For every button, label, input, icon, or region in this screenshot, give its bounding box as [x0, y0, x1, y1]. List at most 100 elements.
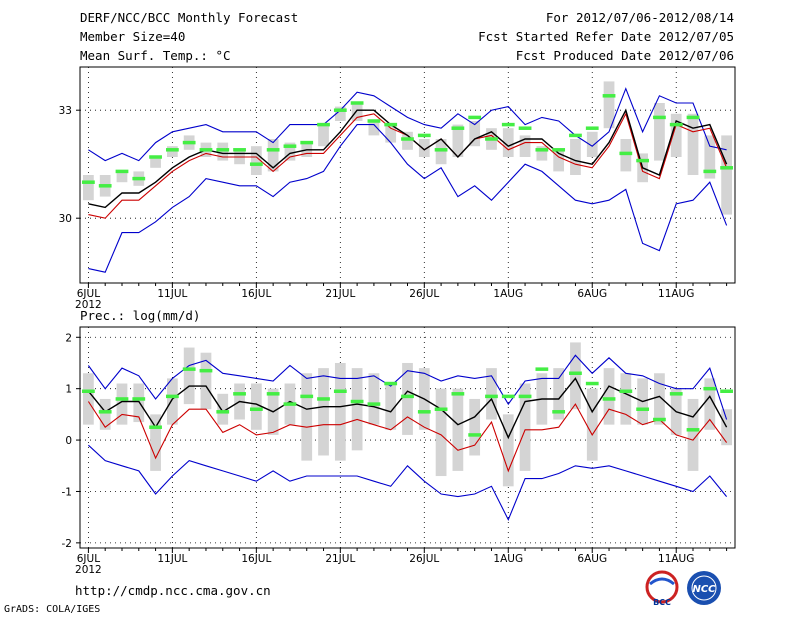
temp-spread-box: [721, 135, 732, 215]
precip-spread-box: [502, 414, 514, 487]
precip-spread-box: [469, 398, 481, 456]
member-size: Member Size=40: [80, 29, 186, 44]
temp-spread-box: [334, 106, 346, 121]
precip-x-tick-label: 6JUL: [77, 553, 100, 565]
precip-spread-box: [116, 383, 128, 425]
temp-spread-box: [586, 131, 598, 157]
precip-x-tick-label: 21JUL: [325, 553, 355, 565]
temp-spread-box: [536, 146, 548, 161]
precip-spread-box: [553, 368, 565, 420]
precip-spread-box: [368, 373, 380, 425]
temp-spread-box: [418, 139, 430, 157]
precip-y-tick-label: -1: [62, 486, 72, 498]
temp-x-tick-label: 16JUL: [241, 288, 271, 300]
temp-x-tick-label: 6JUL: [77, 288, 100, 300]
precip-x-tick-label: 1AUG: [493, 553, 523, 565]
bcc-logo-text: BCC: [653, 598, 671, 607]
precip-spread-box: [704, 378, 716, 430]
temp-spread-box: [654, 103, 665, 161]
temp-spread-box: [402, 131, 413, 150]
precip-spread-box: [385, 383, 397, 430]
precip-spread-box: [402, 362, 413, 435]
temp-spread-box: [435, 139, 447, 165]
precip-spread-box: [519, 383, 531, 471]
temp-spread-box: [469, 121, 481, 147]
temp-spread-box: [318, 124, 329, 147]
precip-line-observed: [87, 401, 728, 473]
ncc-logo-text: NCC: [692, 584, 716, 595]
forecast-period: For 2012/07/06-2012/08/14: [545, 10, 734, 25]
precip-x-tick-label: 16JUL: [241, 553, 271, 565]
temp-line-ensemble-mean: [88, 108, 728, 209]
temp-spread-box: [83, 175, 94, 201]
temp-x-tick-label: 6AUG: [577, 288, 607, 300]
precip-x-year-label: 2012: [75, 564, 102, 576]
precip-y-tick-label: 1: [65, 384, 72, 396]
variable-label: Mean Surf. Temp.: °C: [80, 48, 231, 63]
temp-x-tick-label: 1AUG: [493, 288, 523, 300]
chart-title: DERF/NCC/BCC Monthly Forecast: [80, 10, 299, 25]
precip-spread-box: [334, 362, 346, 461]
temp-line-ensemble-max: [88, 87, 727, 162]
precip-spread-box: [133, 383, 145, 423]
precip-spread-box: [99, 398, 111, 430]
temp-spread-box: [284, 142, 296, 161]
temp-spread-box: [519, 135, 531, 157]
precip-title: Prec.: log(mm/d): [80, 308, 201, 323]
source-url[interactable]: http://cmdp.ncc.cma.gov.cn: [75, 583, 271, 598]
precip-frame: [79, 326, 736, 549]
precip-spread-box: [586, 388, 598, 461]
forecast-produced-date: Fcst Produced Date 2012/07/06: [515, 48, 734, 63]
temp-frame: [79, 66, 736, 284]
precip-spread-box: [301, 373, 313, 461]
precip-spread-box: [654, 373, 665, 425]
bcc-logo: BCC: [645, 570, 679, 607]
precip-y-tick-label: 0: [65, 435, 72, 447]
temp-spread-box: [150, 157, 161, 168]
precip-x-tick-label: 26JUL: [409, 553, 439, 565]
precip-y-tick-label: -2: [62, 538, 72, 550]
temp-x-tick-label: 11AUG: [658, 288, 694, 300]
temp-spread-box: [570, 139, 581, 175]
precip-y-tick-label: 2: [65, 332, 72, 344]
precip-spread-box: [217, 393, 229, 425]
temp-spread-box: [351, 103, 363, 121]
temp-spread-box: [385, 124, 397, 143]
precip-line-ensemble-min: [88, 444, 728, 522]
temp-spread-box: [670, 113, 682, 157]
precip-spread-box: [620, 373, 632, 425]
temp-line-ensemble-min: [88, 124, 728, 273]
precip-spread-box: [166, 378, 178, 425]
precip-line-ensemble-max: [87, 354, 728, 420]
temp-y-tick-label: 33: [59, 105, 72, 117]
forecast-started-date: Fcst Started Refer Date 2012/07/05: [478, 29, 734, 44]
precip-spread-box: [452, 388, 464, 471]
temp-x-tick-label: 21JUL: [325, 288, 355, 300]
grads-credit: GrADS: COLA/IGES: [4, 604, 101, 615]
precip-x-tick-label: 11JUL: [157, 553, 187, 565]
precip-spread-box: [200, 352, 212, 410]
precip-spread-box: [250, 383, 262, 430]
precip-spread-box: [435, 388, 447, 477]
temp-spread-box: [250, 146, 262, 175]
temp-x-tick-label: 26JUL: [409, 288, 439, 300]
precip-spread-box: [486, 368, 497, 420]
temp-x-year-label: 2012: [75, 299, 102, 311]
temp-spread-box: [704, 135, 716, 179]
temp-spread-box: [116, 171, 128, 183]
precip-spread-box: [687, 398, 699, 471]
temp-spread-box: [603, 81, 615, 129]
precip-spread-box: [318, 368, 329, 456]
ncc-logo: NCC: [687, 571, 721, 605]
temp-x-tick-label: 11JUL: [157, 288, 187, 300]
temp-spread-box: [452, 124, 464, 157]
temp-spread-box: [217, 142, 229, 161]
precip-spread-box: [183, 347, 195, 405]
precip-spread-box: [603, 368, 615, 425]
precip-x-tick-label: 11AUG: [658, 553, 694, 565]
temp-spread-box: [687, 113, 699, 175]
temp-spread-box: [502, 128, 514, 157]
precip-spread-box: [351, 368, 363, 451]
precip-spread-box: [721, 409, 732, 446]
